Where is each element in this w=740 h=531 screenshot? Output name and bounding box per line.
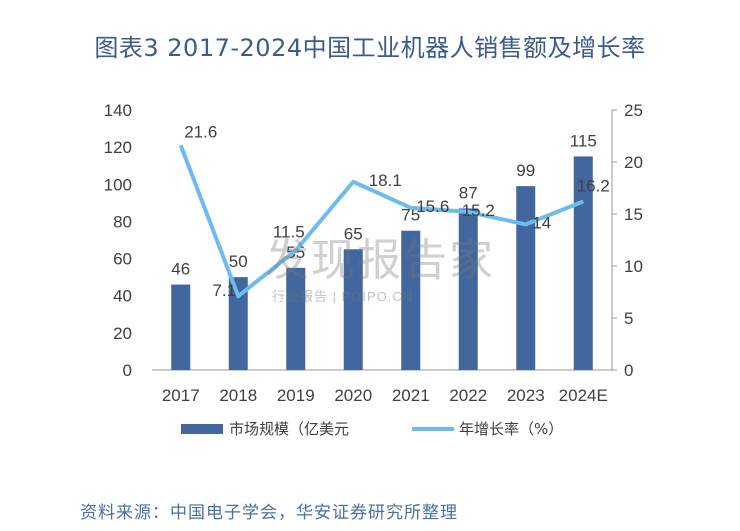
line-data-label: 14 <box>532 213 551 232</box>
chart-title: 图表3 2017-2024中国工业机器人销售额及增长率 <box>94 34 646 62</box>
bar <box>401 230 421 370</box>
bar <box>228 277 248 370</box>
y-left-tick-label: 0 <box>123 361 132 380</box>
bar <box>458 208 478 370</box>
bar-data-label: 50 <box>229 252 248 271</box>
bar <box>171 284 191 370</box>
bar-data-label: 46 <box>171 260 190 279</box>
y-right-tick-label: 10 <box>624 257 643 276</box>
y-left-tick-label: 80 <box>113 212 132 231</box>
line-series <box>178 144 584 299</box>
line-data-label: 15.2 <box>462 201 495 220</box>
line-data-label: 7.1 <box>212 281 236 300</box>
y-axis-left-ticks: 0 20 40 60 80 100 120 140 <box>104 101 132 380</box>
y-right-tick-label: 15 <box>624 205 643 224</box>
watermark: 发现报告家 <box>265 235 495 286</box>
y-left-tick-label: 20 <box>113 324 132 343</box>
x-tick-label: 2017 <box>162 386 200 405</box>
bar <box>286 267 306 370</box>
bar-data-label: 115 <box>570 131 597 150</box>
source-note: 资料来源：中国电子学会，华安证券研究所整理 <box>80 503 458 523</box>
y-axis-right-ticks: 0 5 10 15 20 25 <box>624 101 643 380</box>
bar-series <box>171 156 593 370</box>
line-data-label: 21.6 <box>184 122 217 141</box>
y-left-tick-label: 60 <box>113 250 132 269</box>
bar-data-label: 99 <box>516 161 535 180</box>
legend-bar-swatch <box>181 424 223 434</box>
bar-data-label: 65 <box>344 224 363 243</box>
y-left-tick-label: 40 <box>113 287 132 306</box>
chart-legend: 市场规模（亿美元 年增长率（%） <box>181 420 563 438</box>
bar <box>343 249 363 370</box>
y-right-tick-label: 5 <box>624 309 633 328</box>
y-left-tick-label: 100 <box>104 175 132 194</box>
watermark-sub: 行业报告 | POIPO.CN <box>272 289 414 304</box>
x-tick-label: 2021 <box>392 386 430 405</box>
line-data-labels: 21.6 7.1 11.5 18.1 15.6 15.2 14 16.2 <box>184 122 610 300</box>
bar-data-label: 75 <box>401 206 420 225</box>
growth-line <box>178 144 584 299</box>
y-left-tick-label: 140 <box>104 101 132 120</box>
x-tick-label: 2022 <box>449 386 487 405</box>
bar <box>516 186 536 370</box>
y-right-tick-label: 20 <box>624 153 643 172</box>
line-data-label: 11.5 <box>273 222 305 241</box>
line-data-label: 15.6 <box>416 197 449 216</box>
legend-line-label: 年增长率（%） <box>459 420 563 438</box>
x-axis-ticks: 2017 2018 2019 2020 2021 2022 2023 2024E <box>162 386 608 405</box>
x-tick-label: 2024E <box>559 386 608 405</box>
x-tick-label: 2019 <box>277 386 315 405</box>
x-tick-label: 2018 <box>219 386 257 405</box>
legend-bar-label: 市场规模（亿美元 <box>229 420 349 438</box>
bar <box>573 156 593 370</box>
x-tick-label: 2023 <box>507 386 545 405</box>
y-left-tick-label: 120 <box>104 138 132 157</box>
y-right-tick-label: 0 <box>624 361 633 380</box>
x-tick-label: 2020 <box>334 386 372 405</box>
line-data-label: 18.1 <box>369 171 402 190</box>
bar-data-label: 87 <box>459 183 478 202</box>
y-right-tick-label: 25 <box>624 101 643 120</box>
chart-axes <box>152 109 617 371</box>
line-data-label: 16.2 <box>577 177 610 196</box>
